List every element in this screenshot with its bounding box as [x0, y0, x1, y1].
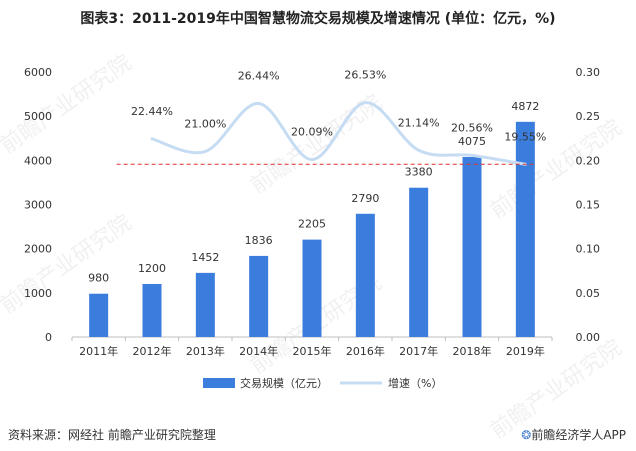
bar-value-label: 3380: [405, 166, 433, 179]
source-note: 资料来源：网经社 前瞻产业研究院整理: [8, 428, 216, 442]
growth-point: [203, 150, 207, 153]
x-tick-label: 2017年: [399, 344, 438, 358]
x-tick-label: 2014年: [239, 344, 278, 358]
bar: [142, 284, 162, 337]
bar: [89, 293, 109, 337]
growth-value-label: 19.55%: [504, 130, 546, 143]
y-left-tick-label: 4000: [24, 154, 52, 167]
bar-value-label: 4872: [511, 100, 539, 113]
legend: 交易规模（亿元） 增速（%）: [203, 376, 442, 390]
y-right-tick-label: 0.10: [576, 243, 601, 256]
growth-value-label: 22.44%: [131, 105, 173, 118]
x-tick-label: 2018年: [453, 344, 492, 358]
growth-value-label: 26.53%: [344, 69, 386, 82]
x-tick-label: 2012年: [133, 344, 172, 358]
x-tick-label: 2016年: [346, 344, 385, 358]
bar-series: [89, 121, 535, 337]
growth-value-label: 26.44%: [238, 69, 280, 82]
y-right-tick-label: 0.30: [576, 66, 601, 79]
x-tick-label: 2019年: [506, 344, 545, 358]
bar-value-label: 1200: [138, 262, 166, 275]
bar-value-label: 1836: [245, 234, 273, 247]
axes: 0 1000 2000 3000 4000 5000 6000 0.00 0.05 0.10 0.1…: [24, 66, 600, 358]
y-right-tick-label: 0.00: [576, 331, 601, 344]
chart-title: 图表3：2011-2019年中国智慧物流交易规模及增速情况 (单位：亿元，%): [80, 11, 556, 27]
growth-line: [151, 101, 526, 166]
legend-line-label: 增速（%）: [388, 376, 442, 390]
y-right-tick-label: 0.05: [576, 287, 601, 300]
growth-point: [310, 158, 314, 162]
line-series: [116, 101, 534, 166]
y-left-tick-label: 6000: [24, 66, 52, 79]
y-left-tick-label: 3000: [24, 199, 52, 212]
x-tick-label: 2015年: [293, 344, 332, 358]
legend-bar-swatch: [203, 378, 235, 388]
bar: [409, 187, 429, 337]
y-right-tick-label: 0.25: [576, 110, 601, 123]
bar-value-label: 4075: [458, 135, 486, 148]
watermark-text: 前瞻产业研究院: [0, 210, 137, 319]
growth-value-label: 21.00%: [184, 118, 226, 131]
x-tick-label: 2013年: [186, 344, 225, 358]
bar: [195, 272, 215, 337]
growth-point: [470, 153, 474, 157]
bar-value-label: 2790: [351, 192, 379, 205]
growth-value-label: 21.14%: [398, 116, 440, 129]
watermark-text: 前瞻产业研究院: [0, 50, 137, 159]
bar-value-label: 2205: [298, 218, 326, 231]
bar: [515, 121, 535, 337]
data-labels: 980 1200 1452 1836 2205 2790 3380 4075 4872 22.44…: [88, 69, 546, 285]
y-left-tick-label: 1000: [24, 287, 52, 300]
brand-label: 前瞻经济学人APP: [531, 428, 626, 442]
bar: [302, 239, 322, 337]
growth-value-label: 20.09%: [291, 126, 333, 139]
growth-point: [150, 137, 154, 141]
y-left-tick-label: 5000: [24, 110, 52, 123]
y-right-tick-label: 0.15: [576, 199, 601, 212]
x-tick-label: 2011年: [79, 344, 118, 358]
brand-note: ❂前瞻经济学人APP: [521, 426, 626, 443]
growth-point: [257, 101, 261, 105]
y-right-tick-label: 0.20: [576, 154, 601, 167]
y-left-tick-label: 0: [45, 331, 52, 344]
bar: [249, 255, 269, 337]
bar-value-label: 980: [88, 272, 109, 285]
bar: [355, 213, 375, 337]
bar-value-label: 1452: [191, 251, 219, 264]
legend-bar-label: 交易规模（亿元）: [240, 376, 328, 390]
bar: [462, 157, 482, 337]
growth-point: [363, 101, 367, 105]
y-left-tick-label: 2000: [24, 243, 52, 256]
growth-point: [417, 148, 421, 152]
brand-logo-icon: ❂: [521, 428, 532, 442]
growth-value-label: 20.56%: [451, 121, 493, 134]
